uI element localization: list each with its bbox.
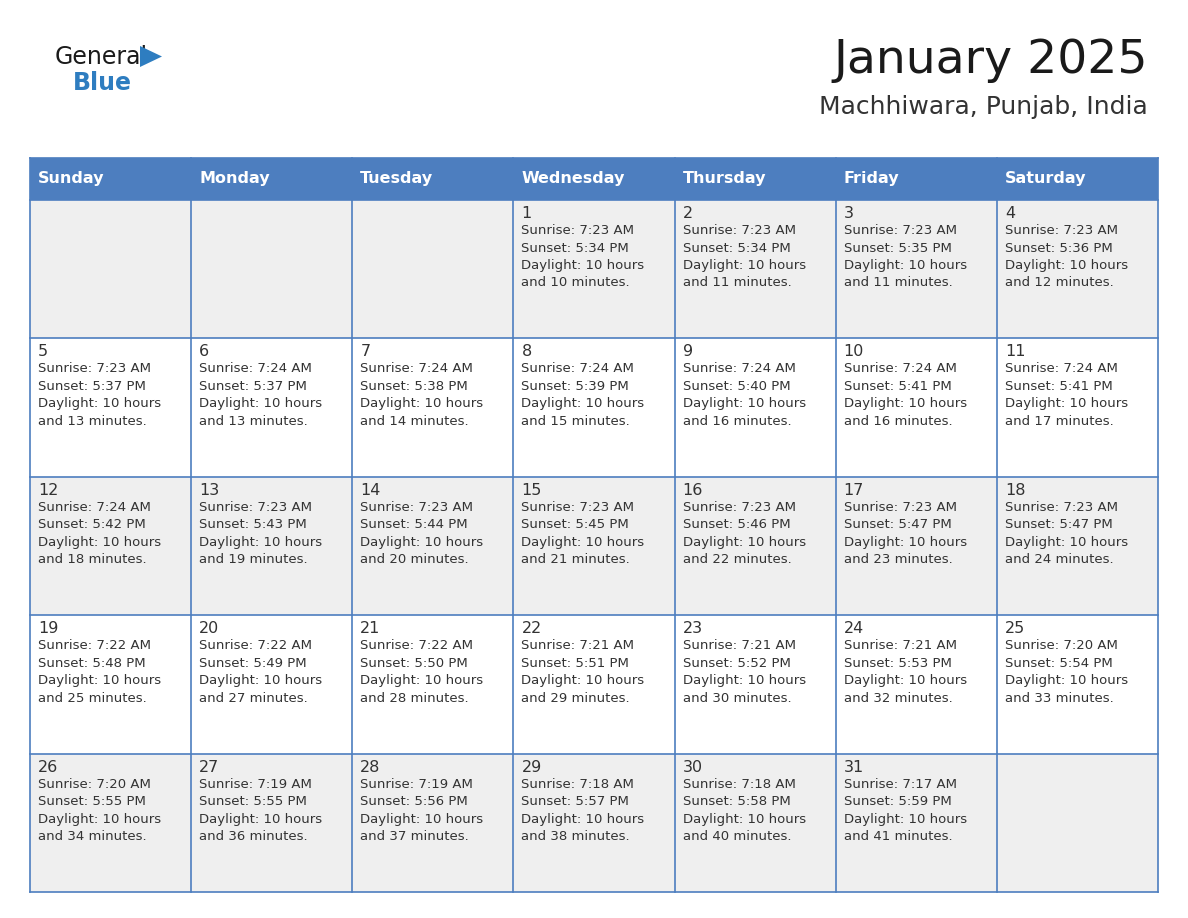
Text: Saturday: Saturday: [1005, 172, 1086, 186]
Text: Sunrise: 7:24 AM
Sunset: 5:40 PM
Daylight: 10 hours
and 16 minutes.: Sunrise: 7:24 AM Sunset: 5:40 PM Dayligh…: [683, 363, 805, 428]
Bar: [30, 339, 1158, 476]
Text: Thursday: Thursday: [683, 172, 766, 186]
Text: Sunrise: 7:21 AM
Sunset: 5:53 PM
Daylight: 10 hours
and 32 minutes.: Sunrise: 7:21 AM Sunset: 5:53 PM Dayligh…: [843, 639, 967, 705]
Text: January 2025: January 2025: [834, 38, 1148, 83]
Text: Friday: Friday: [843, 172, 899, 186]
Text: Machhiwara, Punjab, India: Machhiwara, Punjab, India: [820, 95, 1148, 119]
Text: Sunrise: 7:18 AM
Sunset: 5:58 PM
Daylight: 10 hours
and 40 minutes.: Sunrise: 7:18 AM Sunset: 5:58 PM Dayligh…: [683, 778, 805, 843]
Text: 3: 3: [843, 206, 854, 221]
Text: Sunrise: 7:24 AM
Sunset: 5:39 PM
Daylight: 10 hours
and 15 minutes.: Sunrise: 7:24 AM Sunset: 5:39 PM Dayligh…: [522, 363, 645, 428]
Text: Sunrise: 7:23 AM
Sunset: 5:44 PM
Daylight: 10 hours
and 20 minutes.: Sunrise: 7:23 AM Sunset: 5:44 PM Dayligh…: [360, 501, 484, 566]
Text: Sunrise: 7:23 AM
Sunset: 5:36 PM
Daylight: 10 hours
and 12 minutes.: Sunrise: 7:23 AM Sunset: 5:36 PM Dayligh…: [1005, 224, 1127, 289]
Text: Sunrise: 7:22 AM
Sunset: 5:50 PM
Daylight: 10 hours
and 28 minutes.: Sunrise: 7:22 AM Sunset: 5:50 PM Dayligh…: [360, 639, 484, 705]
Text: 18: 18: [1005, 483, 1025, 498]
Text: 5: 5: [38, 344, 49, 360]
Polygon shape: [140, 46, 162, 67]
Text: 17: 17: [843, 483, 864, 498]
Text: Sunrise: 7:23 AM
Sunset: 5:43 PM
Daylight: 10 hours
and 19 minutes.: Sunrise: 7:23 AM Sunset: 5:43 PM Dayligh…: [200, 501, 322, 566]
Text: Sunrise: 7:23 AM
Sunset: 5:35 PM
Daylight: 10 hours
and 11 minutes.: Sunrise: 7:23 AM Sunset: 5:35 PM Dayligh…: [843, 224, 967, 289]
Text: 1: 1: [522, 206, 532, 221]
Text: Sunrise: 7:24 AM
Sunset: 5:38 PM
Daylight: 10 hours
and 14 minutes.: Sunrise: 7:24 AM Sunset: 5:38 PM Dayligh…: [360, 363, 484, 428]
Text: Sunrise: 7:24 AM
Sunset: 5:41 PM
Daylight: 10 hours
and 16 minutes.: Sunrise: 7:24 AM Sunset: 5:41 PM Dayligh…: [843, 363, 967, 428]
Text: Sunrise: 7:21 AM
Sunset: 5:51 PM
Daylight: 10 hours
and 29 minutes.: Sunrise: 7:21 AM Sunset: 5:51 PM Dayligh…: [522, 639, 645, 705]
Text: Sunrise: 7:24 AM
Sunset: 5:41 PM
Daylight: 10 hours
and 17 minutes.: Sunrise: 7:24 AM Sunset: 5:41 PM Dayligh…: [1005, 363, 1127, 428]
Text: Sunrise: 7:24 AM
Sunset: 5:42 PM
Daylight: 10 hours
and 18 minutes.: Sunrise: 7:24 AM Sunset: 5:42 PM Dayligh…: [38, 501, 162, 566]
Text: 21: 21: [360, 621, 380, 636]
Text: Tuesday: Tuesday: [360, 172, 434, 186]
Text: Sunrise: 7:19 AM
Sunset: 5:55 PM
Daylight: 10 hours
and 36 minutes.: Sunrise: 7:19 AM Sunset: 5:55 PM Dayligh…: [200, 778, 322, 843]
Text: Sunrise: 7:20 AM
Sunset: 5:55 PM
Daylight: 10 hours
and 34 minutes.: Sunrise: 7:20 AM Sunset: 5:55 PM Dayligh…: [38, 778, 162, 843]
Text: 10: 10: [843, 344, 864, 360]
Text: Sunday: Sunday: [38, 172, 105, 186]
Text: 30: 30: [683, 759, 702, 775]
Text: Sunrise: 7:17 AM
Sunset: 5:59 PM
Daylight: 10 hours
and 41 minutes.: Sunrise: 7:17 AM Sunset: 5:59 PM Dayligh…: [843, 778, 967, 843]
Bar: [30, 476, 1158, 615]
Text: Sunrise: 7:23 AM
Sunset: 5:34 PM
Daylight: 10 hours
and 11 minutes.: Sunrise: 7:23 AM Sunset: 5:34 PM Dayligh…: [683, 224, 805, 289]
Text: Sunrise: 7:18 AM
Sunset: 5:57 PM
Daylight: 10 hours
and 38 minutes.: Sunrise: 7:18 AM Sunset: 5:57 PM Dayligh…: [522, 778, 645, 843]
Text: Sunrise: 7:24 AM
Sunset: 5:37 PM
Daylight: 10 hours
and 13 minutes.: Sunrise: 7:24 AM Sunset: 5:37 PM Dayligh…: [200, 363, 322, 428]
Text: Sunrise: 7:23 AM
Sunset: 5:46 PM
Daylight: 10 hours
and 22 minutes.: Sunrise: 7:23 AM Sunset: 5:46 PM Dayligh…: [683, 501, 805, 566]
Text: 4: 4: [1005, 206, 1015, 221]
Text: 27: 27: [200, 759, 220, 775]
Text: 6: 6: [200, 344, 209, 360]
Text: Blue: Blue: [72, 71, 132, 95]
Text: 31: 31: [843, 759, 864, 775]
Text: 28: 28: [360, 759, 380, 775]
Text: Sunrise: 7:23 AM
Sunset: 5:45 PM
Daylight: 10 hours
and 21 minutes.: Sunrise: 7:23 AM Sunset: 5:45 PM Dayligh…: [522, 501, 645, 566]
Text: 20: 20: [200, 621, 220, 636]
Text: Sunrise: 7:21 AM
Sunset: 5:52 PM
Daylight: 10 hours
and 30 minutes.: Sunrise: 7:21 AM Sunset: 5:52 PM Dayligh…: [683, 639, 805, 705]
Text: 22: 22: [522, 621, 542, 636]
Text: Sunrise: 7:23 AM
Sunset: 5:47 PM
Daylight: 10 hours
and 23 minutes.: Sunrise: 7:23 AM Sunset: 5:47 PM Dayligh…: [843, 501, 967, 566]
Bar: [30, 615, 1158, 754]
Text: 23: 23: [683, 621, 702, 636]
Text: 2: 2: [683, 206, 693, 221]
Text: 26: 26: [38, 759, 58, 775]
Text: 16: 16: [683, 483, 703, 498]
Text: Sunrise: 7:22 AM
Sunset: 5:48 PM
Daylight: 10 hours
and 25 minutes.: Sunrise: 7:22 AM Sunset: 5:48 PM Dayligh…: [38, 639, 162, 705]
Text: 29: 29: [522, 759, 542, 775]
Text: Sunrise: 7:20 AM
Sunset: 5:54 PM
Daylight: 10 hours
and 33 minutes.: Sunrise: 7:20 AM Sunset: 5:54 PM Dayligh…: [1005, 639, 1127, 705]
Text: Wednesday: Wednesday: [522, 172, 625, 186]
Text: 24: 24: [843, 621, 864, 636]
Text: 25: 25: [1005, 621, 1025, 636]
Text: 19: 19: [38, 621, 58, 636]
Text: General: General: [55, 45, 148, 69]
Text: 12: 12: [38, 483, 58, 498]
Bar: [30, 200, 1158, 339]
Text: Sunrise: 7:19 AM
Sunset: 5:56 PM
Daylight: 10 hours
and 37 minutes.: Sunrise: 7:19 AM Sunset: 5:56 PM Dayligh…: [360, 778, 484, 843]
Text: 11: 11: [1005, 344, 1025, 360]
Text: Sunrise: 7:23 AM
Sunset: 5:47 PM
Daylight: 10 hours
and 24 minutes.: Sunrise: 7:23 AM Sunset: 5:47 PM Dayligh…: [1005, 501, 1127, 566]
Text: Sunrise: 7:23 AM
Sunset: 5:34 PM
Daylight: 10 hours
and 10 minutes.: Sunrise: 7:23 AM Sunset: 5:34 PM Dayligh…: [522, 224, 645, 289]
Bar: [30, 754, 1158, 892]
Bar: [30, 158, 1158, 200]
Text: 13: 13: [200, 483, 220, 498]
Text: 7: 7: [360, 344, 371, 360]
Text: Sunrise: 7:22 AM
Sunset: 5:49 PM
Daylight: 10 hours
and 27 minutes.: Sunrise: 7:22 AM Sunset: 5:49 PM Dayligh…: [200, 639, 322, 705]
Text: 8: 8: [522, 344, 532, 360]
Text: 15: 15: [522, 483, 542, 498]
Text: Sunrise: 7:23 AM
Sunset: 5:37 PM
Daylight: 10 hours
and 13 minutes.: Sunrise: 7:23 AM Sunset: 5:37 PM Dayligh…: [38, 363, 162, 428]
Text: 9: 9: [683, 344, 693, 360]
Text: Monday: Monday: [200, 172, 270, 186]
Text: 14: 14: [360, 483, 380, 498]
